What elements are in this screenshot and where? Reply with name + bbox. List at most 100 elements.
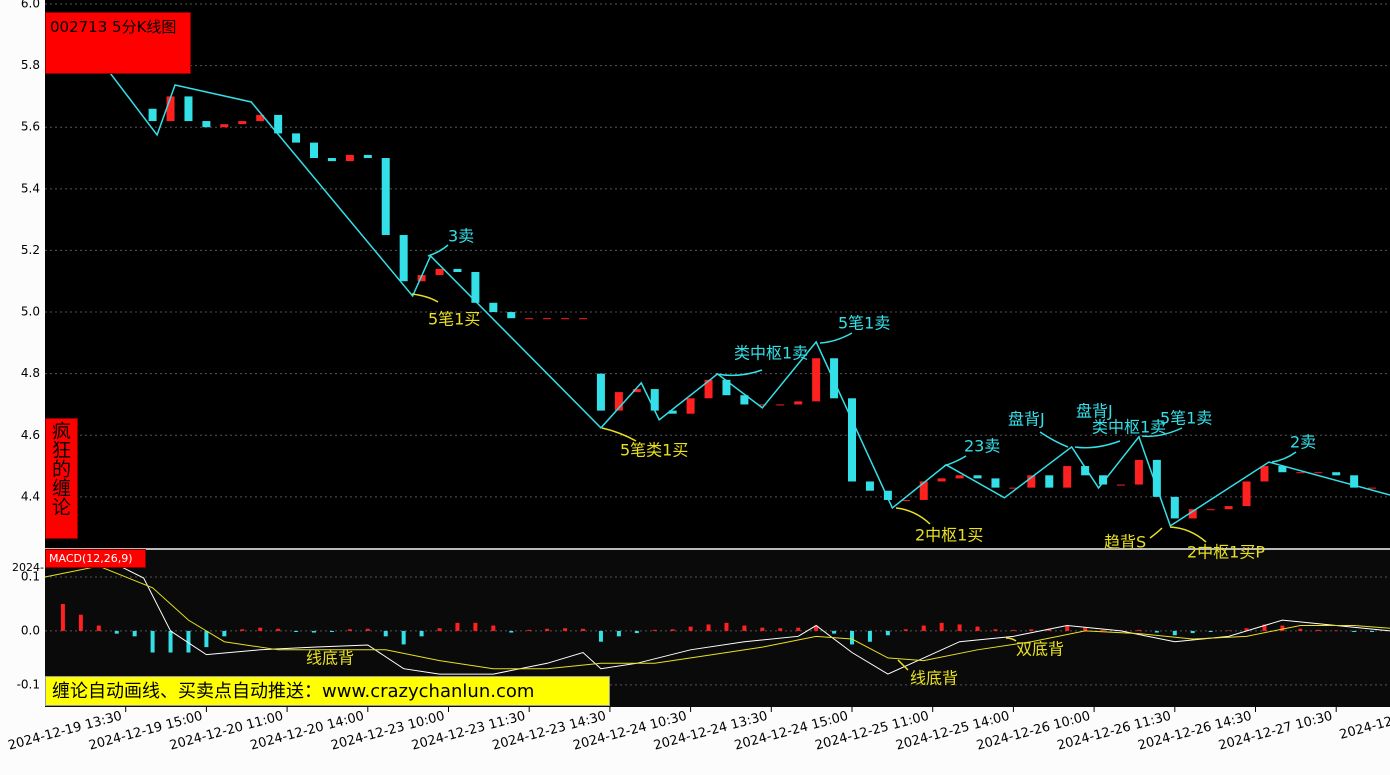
candle xyxy=(848,398,856,482)
candle xyxy=(686,398,695,414)
candle xyxy=(256,114,265,122)
macd-bar xyxy=(921,625,926,631)
macd-bar xyxy=(1047,628,1052,631)
annotation: 盘背J xyxy=(1076,402,1113,421)
macd-bar xyxy=(939,622,944,631)
macd-bar xyxy=(383,630,388,637)
macd-bar xyxy=(581,628,585,631)
annotation: 类中枢1卖 xyxy=(1092,418,1166,437)
y-tick-label: 0.1 xyxy=(21,569,40,583)
candle xyxy=(507,312,516,319)
macd-title: MACD(12,26,9) xyxy=(45,549,146,568)
arrow xyxy=(715,369,763,377)
candle xyxy=(1134,459,1143,485)
macd-bar xyxy=(724,622,729,631)
macd-bar xyxy=(294,630,299,633)
macd-bar xyxy=(96,625,101,631)
macd-bar xyxy=(258,627,263,631)
candle xyxy=(435,268,444,276)
macd-bar xyxy=(742,625,747,631)
chart-title: 002713 5分K线图 xyxy=(45,12,191,74)
y-tick-label: 4.8 xyxy=(21,366,40,380)
candle xyxy=(1278,466,1287,473)
macd-bar xyxy=(132,630,137,637)
macd-bar xyxy=(957,624,962,631)
candle xyxy=(202,121,211,128)
macd-bar xyxy=(527,629,532,631)
y-tick-label: 4.6 xyxy=(21,428,40,442)
banner: 缠论自动画线、买卖点自动推送：www.crazychanlun.com xyxy=(45,676,610,706)
macd-bar xyxy=(867,630,872,642)
annotation: 线底背 xyxy=(910,669,958,688)
candle xyxy=(327,158,336,162)
macd-bar xyxy=(760,627,765,631)
annotation: 3卖 xyxy=(448,227,474,246)
macd-bar xyxy=(509,630,514,633)
candle xyxy=(1224,506,1233,510)
y-tick-label: -0.1 xyxy=(17,677,40,691)
candle xyxy=(220,124,229,128)
macd-bar xyxy=(240,629,245,631)
candle xyxy=(310,142,318,159)
candle xyxy=(614,392,623,411)
annotation: 5笔1买 xyxy=(428,310,480,329)
main-pane xyxy=(45,0,1390,548)
candle xyxy=(1368,487,1377,489)
candle xyxy=(561,318,570,320)
macd-bar xyxy=(204,630,209,648)
candle xyxy=(1332,472,1341,476)
candle xyxy=(830,358,839,399)
macd-bar xyxy=(634,630,639,634)
candle xyxy=(166,96,175,122)
macd-bar xyxy=(401,630,406,645)
y-tick-label: 0.0 xyxy=(21,623,40,637)
candle xyxy=(632,389,641,393)
arrow xyxy=(897,659,909,671)
macd-bar xyxy=(1208,630,1213,633)
candle xyxy=(1027,475,1036,488)
candle xyxy=(1117,484,1125,486)
candle xyxy=(650,389,659,411)
candle xyxy=(1099,475,1108,485)
macd-bar xyxy=(1262,624,1267,631)
annotation: 2中枢1买P xyxy=(1187,543,1265,562)
candle xyxy=(453,268,462,272)
arrow xyxy=(943,455,967,467)
chan-stroke xyxy=(107,69,1390,527)
macd-bar xyxy=(60,603,65,631)
macd-bar xyxy=(1370,630,1375,633)
candle xyxy=(543,318,552,320)
macd-bar xyxy=(1352,630,1357,633)
macd-bar xyxy=(276,628,281,631)
annotation: 线底背 xyxy=(306,649,354,668)
corner-fragment: 2024- xyxy=(12,561,44,574)
candle xyxy=(238,121,247,125)
candle xyxy=(668,410,677,414)
annotation: 5笔1卖 xyxy=(838,314,890,333)
macd-bar xyxy=(778,628,783,631)
side-label: 疯狂的缠论 xyxy=(45,418,78,539)
macd-bar xyxy=(832,630,837,634)
annotation: 类中枢1卖 xyxy=(734,344,808,363)
macd-bar xyxy=(903,629,908,631)
candle xyxy=(417,275,426,282)
candle xyxy=(740,395,749,405)
macd-bar xyxy=(1154,630,1159,633)
candle xyxy=(919,481,928,500)
macd-bar xyxy=(168,630,173,653)
macd-bar xyxy=(975,626,980,631)
y-tick-label: 5.4 xyxy=(21,181,40,195)
macd-bar xyxy=(885,630,890,636)
candle xyxy=(1152,459,1161,497)
candle xyxy=(525,318,534,320)
x-tick-label: 2024-12-27 xyxy=(1338,709,1390,743)
macd-bar xyxy=(706,624,711,631)
candle xyxy=(148,108,157,122)
arrow xyxy=(1074,440,1121,449)
candle xyxy=(1170,496,1179,519)
candle xyxy=(812,358,821,402)
annotation: 趋背S xyxy=(1104,533,1146,552)
macd-line xyxy=(44,565,1390,670)
